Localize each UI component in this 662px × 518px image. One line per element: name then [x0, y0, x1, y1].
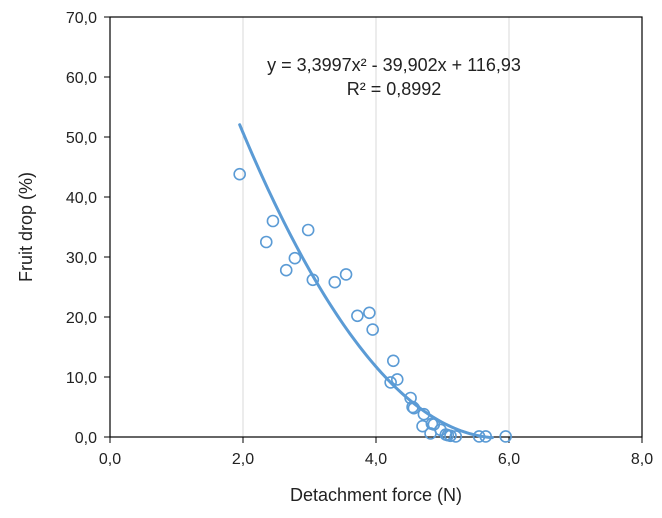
data-points [233, 167, 512, 443]
y-tick-label: 30,0 [66, 250, 97, 267]
data-point [259, 235, 273, 249]
y-tick-label: 20,0 [66, 310, 97, 327]
y-axis-title: Fruit drop (%) [16, 172, 36, 282]
data-point [417, 407, 431, 421]
y-tick-label: 70,0 [66, 10, 97, 27]
data-point [499, 430, 512, 443]
plot-border [109, 16, 643, 438]
data-point [351, 309, 364, 323]
data-point [328, 275, 342, 289]
data-point [384, 376, 397, 389]
data-point [449, 430, 463, 443]
y-tick-label: 0,0 [75, 430, 97, 447]
y-tick-label: 10,0 [66, 370, 97, 387]
data-point [479, 430, 493, 443]
data-point [339, 268, 353, 281]
data-point [266, 214, 280, 228]
y-tick-label: 60,0 [66, 70, 97, 87]
x-axis-title: Detachment force (N) [290, 485, 462, 505]
data-point [233, 167, 246, 181]
y-tick-label: 40,0 [66, 190, 97, 207]
x-tick-label: 6,0 [498, 451, 520, 468]
data-point [366, 323, 379, 336]
y-tick-label: 50,0 [66, 130, 97, 147]
x-tick-label: 2,0 [232, 451, 254, 468]
tick-labels: 0,0 2,0 4,0 6,0 8,0 0,0 10,0 20,0 30,0 40,0 50,0 60… [66, 10, 653, 468]
trendline-equation: y = 3,3997x² - 39,902x + 116,93 [267, 55, 521, 75]
data-point [306, 273, 320, 287]
r-squared-label: R² = 0,8992 [347, 79, 442, 99]
data-point [390, 373, 404, 386]
data-point [406, 400, 419, 414]
data-point [288, 251, 302, 265]
x-tick-label: 8,0 [631, 451, 653, 468]
trendline [238, 123, 494, 440]
x-tick-label: 0,0 [99, 451, 121, 468]
trendline-curve [238, 123, 494, 440]
data-point [279, 263, 293, 277]
data-point [386, 354, 400, 368]
axes [104, 16, 643, 443]
data-point [301, 223, 315, 237]
data-point [407, 401, 421, 415]
data-point [363, 306, 376, 320]
data-point [472, 430, 486, 443]
x-tick-label: 4,0 [365, 451, 387, 468]
data-point [444, 429, 457, 443]
